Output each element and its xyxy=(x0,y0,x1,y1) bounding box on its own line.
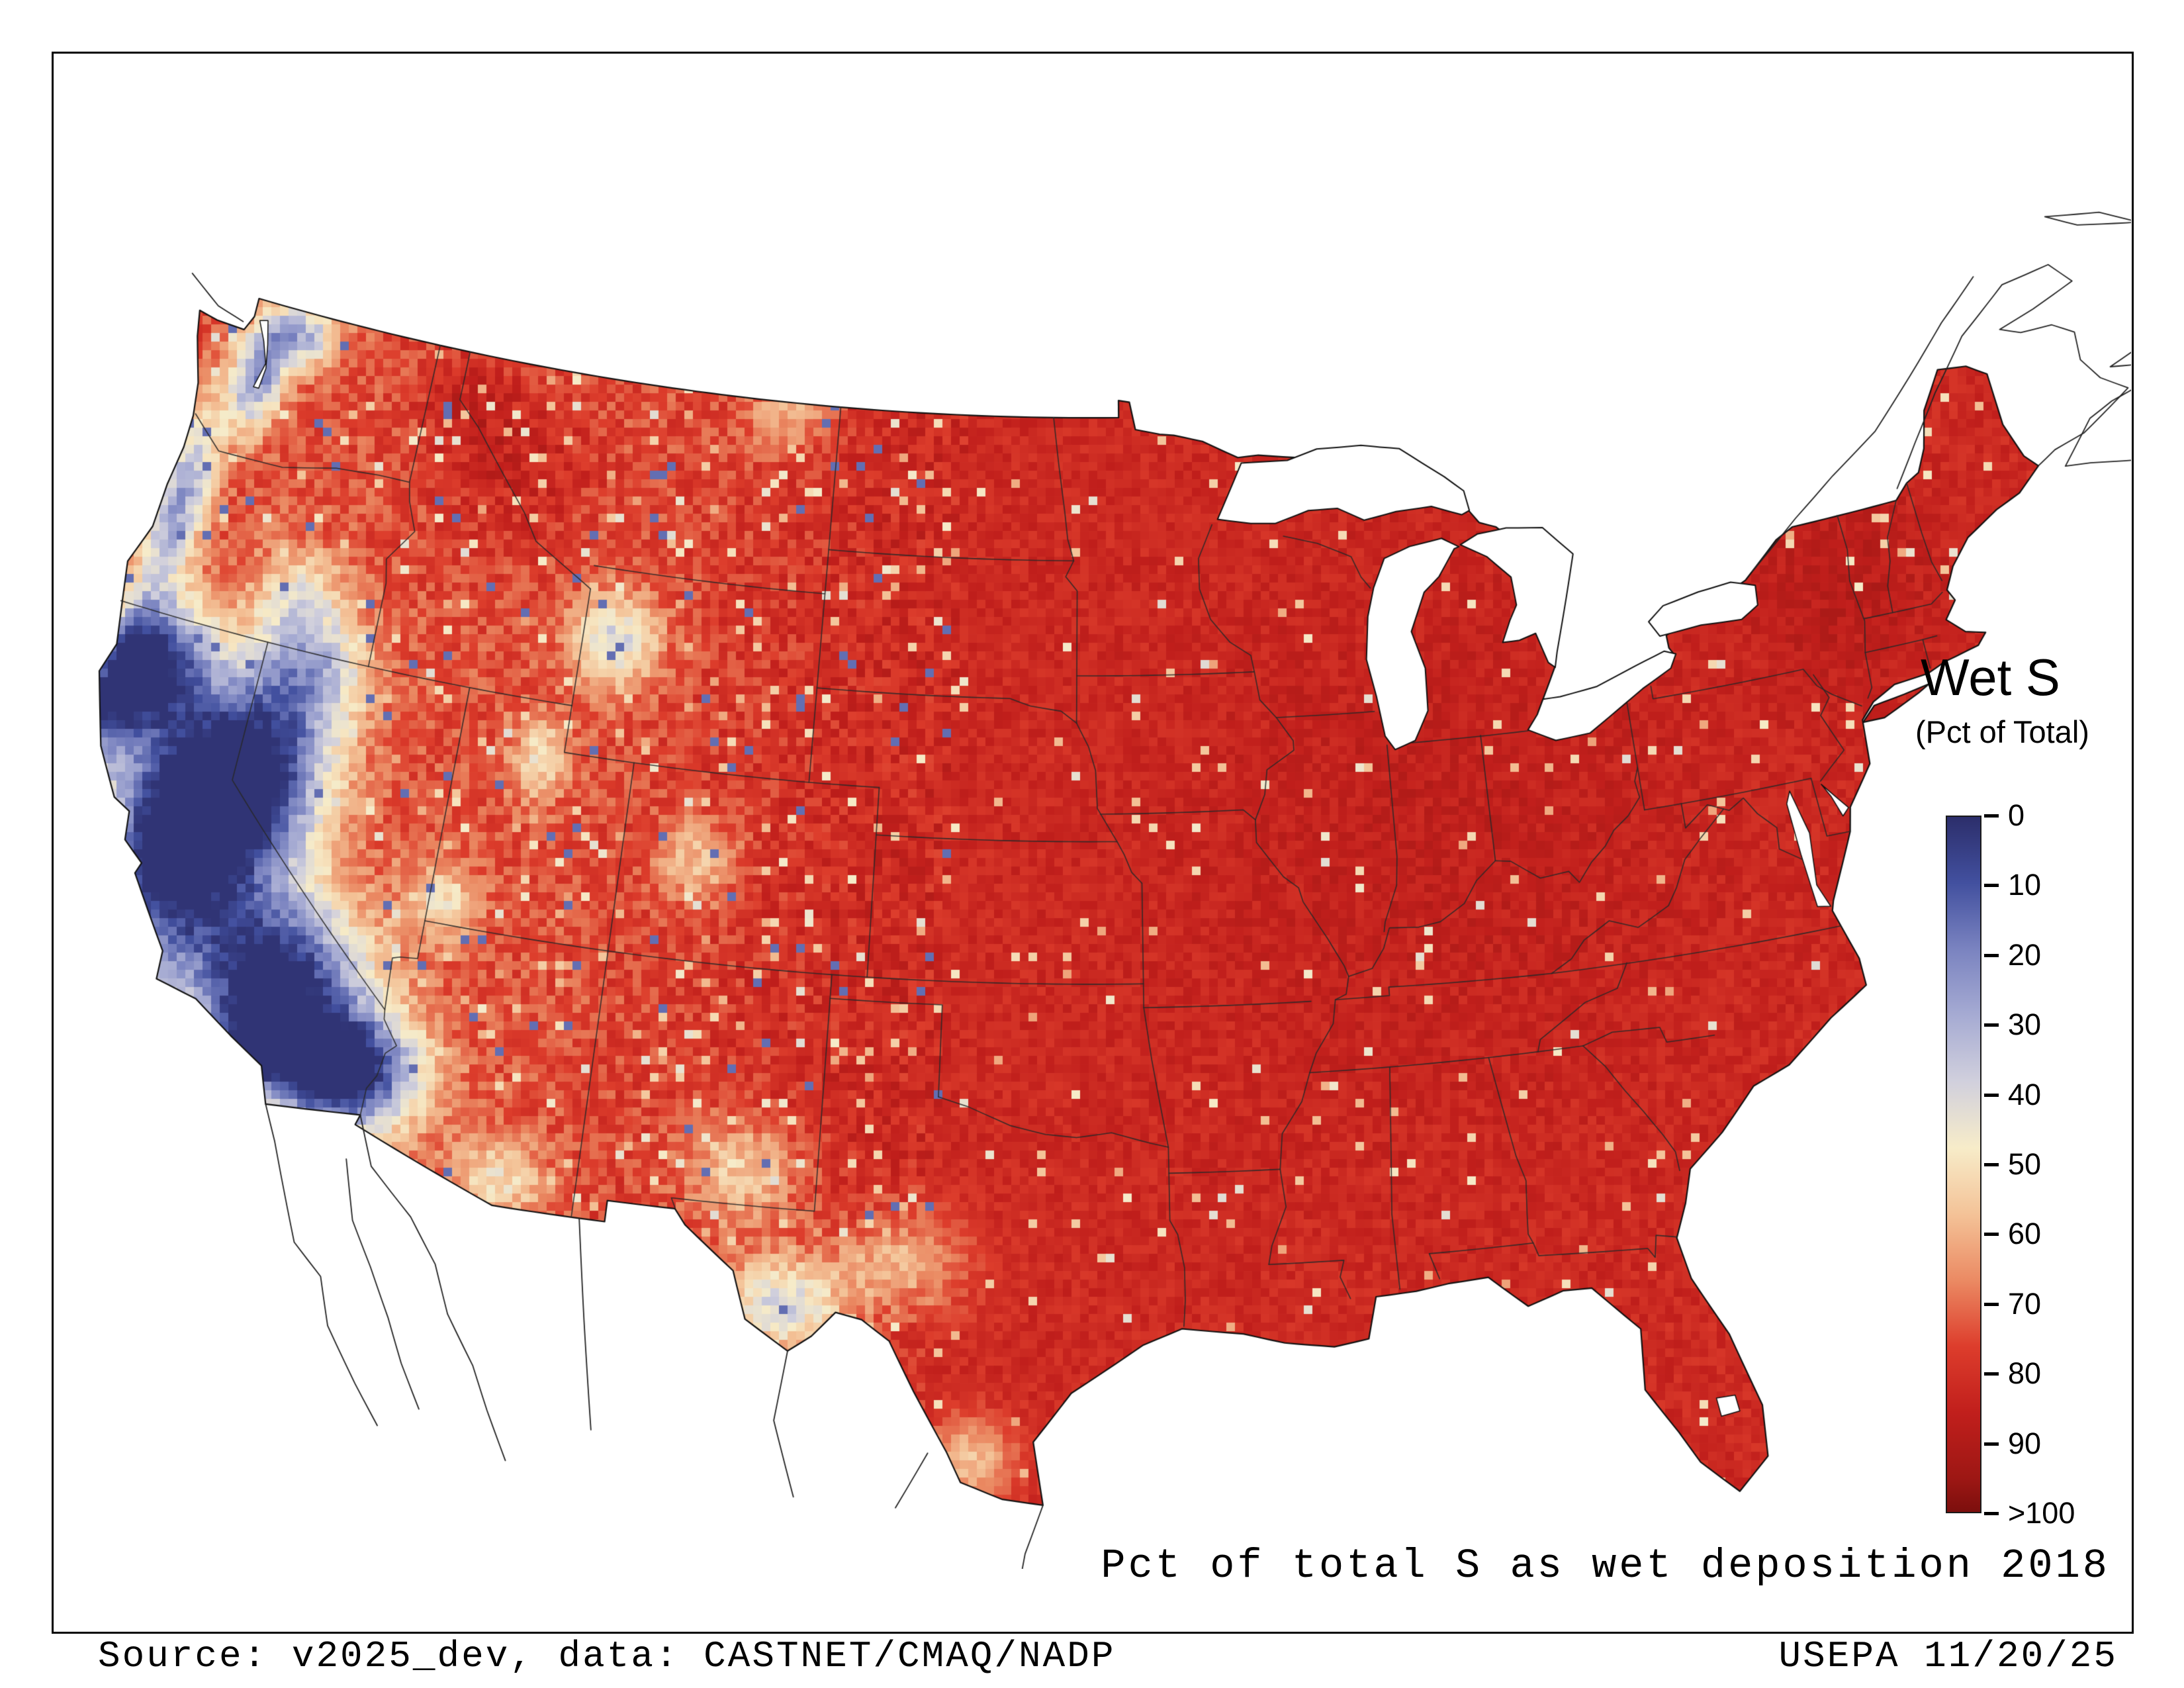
colorbar-tick-mark xyxy=(1984,1093,1999,1097)
colorbar-tick-label: 70 xyxy=(2008,1286,2042,1321)
colorbar-tick-mark xyxy=(1984,1512,1999,1515)
colorbar-tick-mark xyxy=(1984,884,1999,888)
colorbar-tick-mark xyxy=(1984,1372,1999,1376)
caption: Pct of total S as wet deposition 2018 xyxy=(1101,1542,2110,1589)
footer-source: Source: v2025_dev, data: CASTNET/CMAQ/NA… xyxy=(98,1635,1116,1677)
colorbar-tick-mark xyxy=(1984,1302,1999,1306)
colorbar-tick-label: 40 xyxy=(2008,1077,2042,1111)
colorbar-tick-mark xyxy=(1984,1442,1999,1446)
colorbar-tick-label: 90 xyxy=(2008,1426,2042,1460)
colorbar-tick-label: 10 xyxy=(2008,868,2042,902)
colorbar-tick-mark xyxy=(1984,814,1999,818)
colorbar-tick-label: 0 xyxy=(2008,798,2025,832)
colorbar-tick-label: 20 xyxy=(2008,937,2042,972)
colorbar-ticks: 0 10 20 30 40 50 60 70 80 90 >100 xyxy=(1984,800,2136,1528)
colorbar-tick-mark xyxy=(1984,953,1999,957)
colorbar-tick-label: 80 xyxy=(2008,1356,2042,1391)
colorbar-tick-label: 50 xyxy=(2008,1147,2042,1181)
colorbar-tick-label: 60 xyxy=(2008,1217,2042,1251)
legend-title: Wet S xyxy=(1921,648,2060,706)
legend-subtitle: (Pct of Total) xyxy=(1915,714,2089,749)
colorbar-tick-mark xyxy=(1984,1233,1999,1237)
colorbar-tick-label: >100 xyxy=(2008,1496,2075,1530)
footer-agency-date: USEPA 11/20/25 xyxy=(1778,1635,2118,1677)
colorbar-gradient xyxy=(1946,816,1981,1513)
us-deposition-map-canvas xyxy=(60,79,2131,1569)
plot-frame xyxy=(52,52,2134,1634)
colorbar-tick-mark xyxy=(1984,1163,1999,1166)
colorbar-tick-label: 30 xyxy=(2008,1008,2042,1042)
colorbar-tick-mark xyxy=(1984,1023,1999,1027)
